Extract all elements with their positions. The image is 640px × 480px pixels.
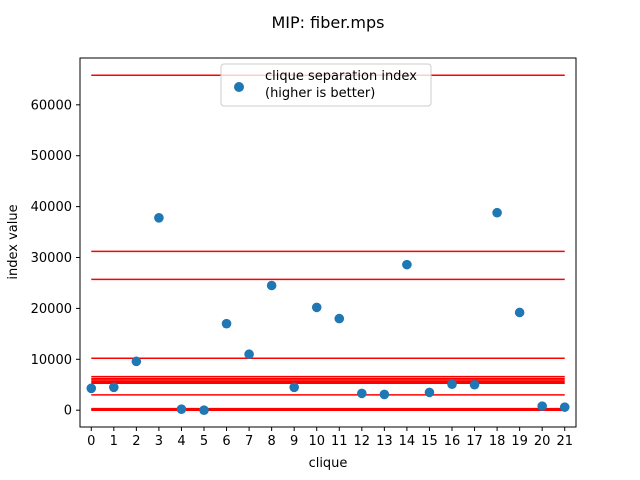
y-tick-label: 40000: [31, 200, 72, 215]
points-layer: [86, 207, 570, 416]
x-tick-label: 19: [511, 434, 528, 449]
axes-layer: [79, 57, 577, 428]
x-ticks: 0 1 2 3 4 5 6 7 8 9 10 11 12 13 14 15 16 17 18 19 20 21: [87, 427, 573, 449]
data-point: [311, 302, 322, 313]
x-tick-label: 21: [556, 434, 573, 449]
x-tick-label: 0: [87, 434, 95, 449]
legend: clique separation index (higher is bette…: [220, 63, 432, 107]
x-tick-label: 17: [466, 434, 483, 449]
x-tick-label: 20: [534, 434, 551, 449]
y-axis-label: index value: [6, 204, 21, 279]
data-point: [266, 280, 277, 291]
legend-label-line-1: clique separation index: [265, 69, 417, 84]
hline-layer: [91, 74, 565, 411]
x-axis-label: clique: [309, 456, 348, 471]
x-tick-label: 11: [331, 434, 348, 449]
data-point: [492, 207, 502, 218]
data-point: [537, 401, 547, 411]
x-tick-label: 4: [177, 434, 185, 449]
data-point: [199, 405, 209, 416]
data-point: [154, 213, 164, 223]
y-tick-label: 60000: [31, 98, 72, 113]
legend-label-line-2: (higher is better): [265, 86, 375, 101]
axes-frame: [79, 57, 577, 428]
data-point: [289, 382, 299, 393]
x-tick-label: 7: [245, 434, 253, 449]
x-tick-label: 12: [354, 434, 371, 449]
x-tick-label: 3: [155, 434, 163, 449]
data-point: [176, 404, 187, 414]
x-tick-label: 6: [222, 434, 230, 449]
legend-frame: [220, 63, 432, 107]
data-point: [379, 389, 390, 400]
data-point: [514, 307, 525, 318]
x-tick-label: 18: [489, 434, 506, 449]
data-point: [221, 318, 232, 329]
data-point: [109, 382, 119, 393]
y-tick-label: 10000: [31, 353, 72, 368]
data-point: [559, 402, 570, 412]
x-tick-label: 9: [290, 434, 298, 449]
data-point: [424, 387, 435, 398]
y-tick-label: 0: [64, 404, 72, 419]
x-tick-label: 10: [308, 434, 325, 449]
data-point: [86, 383, 97, 394]
x-tick-label: 15: [421, 434, 438, 449]
x-tick-label: 8: [267, 434, 275, 449]
x-tick-label: 5: [200, 434, 208, 449]
legend-marker: [234, 82, 244, 92]
y-tick-label: 20000: [31, 302, 72, 317]
y-ticks: 0 10000 20000 30000 40000 50000 60000: [31, 98, 80, 419]
x-tick-label: 2: [132, 434, 140, 449]
x-tick-label: 1: [110, 434, 118, 449]
x-tick-label: 13: [376, 434, 393, 449]
y-tick-label: 30000: [31, 251, 72, 266]
data-point: [447, 379, 457, 390]
data-point: [131, 356, 142, 367]
x-tick-label: 14: [399, 434, 416, 449]
x-tick-label: 16: [444, 434, 461, 449]
data-point: [402, 259, 412, 270]
data-point: [334, 313, 345, 324]
data-point: [244, 349, 254, 360]
plot-area: [80, 58, 576, 427]
data-point: [469, 379, 480, 390]
chart-title: MIP: fiber.mps: [272, 13, 385, 32]
y-tick-label: 50000: [31, 149, 72, 164]
data-point: [357, 388, 367, 399]
